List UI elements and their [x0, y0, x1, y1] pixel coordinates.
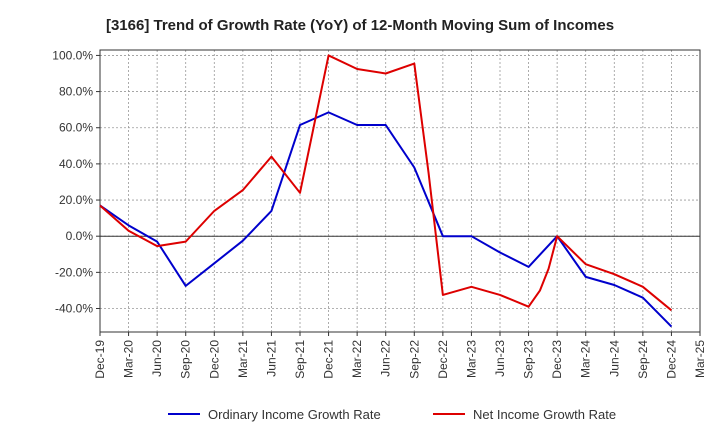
x-tick-label: Mar-23 [464, 340, 478, 378]
y-tick-label: 0.0% [66, 229, 94, 243]
x-tick-label: Dec-23 [550, 340, 564, 379]
x-tick-label: Dec-24 [664, 340, 678, 379]
x-tick-label: Sep-22 [407, 340, 421, 379]
x-tick-label: Jun-24 [607, 340, 621, 377]
legend-net-income: Net Income Growth Rate [433, 407, 616, 422]
series-line-net-income [99, 54, 673, 312]
x-tick-label: Dec-22 [436, 340, 450, 379]
y-tick-label: 80.0% [59, 85, 93, 99]
grid [99, 50, 701, 332]
y-tick-label: 100.0% [52, 48, 93, 62]
y-tick-label: 60.0% [59, 121, 93, 135]
legend: Ordinary Income Growth Rate Net Income Gr… [168, 407, 616, 422]
x-tick-label: Mar-22 [350, 340, 364, 378]
x-tick-label: Sep-23 [522, 340, 536, 379]
x-tick-label: Sep-21 [293, 340, 307, 379]
x-tick-label: Sep-20 [179, 340, 193, 379]
y-tick-label: -40.0% [55, 302, 93, 316]
x-tick-label: Jun-20 [150, 340, 164, 377]
x-tick-label: Mar-21 [236, 340, 250, 378]
x-tick-label: Jun-21 [264, 340, 278, 377]
y-tick-label: 20.0% [59, 193, 93, 207]
x-tick-label: Mar-24 [579, 340, 593, 378]
x-tick-label: Dec-20 [207, 340, 221, 379]
plot-frame [99, 49, 701, 333]
legend-label: Ordinary Income Growth Rate [208, 407, 381, 422]
y-tick-label: 40.0% [59, 157, 93, 171]
x-tick-label: Dec-19 [93, 340, 107, 379]
series-line-ordinary-income [99, 111, 673, 328]
chart-title: [3166] Trend of Growth Rate (YoY) of 12-… [106, 17, 614, 34]
x-tick-label: Jun-23 [493, 340, 507, 377]
y-tick-label: -20.0% [55, 265, 93, 279]
x-tick-label: Mar-25 [693, 340, 707, 378]
x-tick-label: Dec-21 [322, 340, 336, 379]
x-tick-label: Sep-24 [636, 340, 650, 379]
x-tick-label: Jun-22 [379, 340, 393, 377]
legend-label: Net Income Growth Rate [473, 407, 616, 422]
x-tick-label: Mar-20 [122, 340, 136, 378]
x-axis: Dec-19 Mar-20 Jun-20 Sep-20 Dec-20 Mar-21 Jun-… [93, 332, 707, 379]
y-axis: 100.0% 80.0% 60.0% 40.0% 20.0% 0.0% -20.0% -40.… [52, 48, 100, 316]
series-group [99, 54, 673, 328]
legend-ordinary-income: Ordinary Income Growth Rate [168, 407, 381, 422]
